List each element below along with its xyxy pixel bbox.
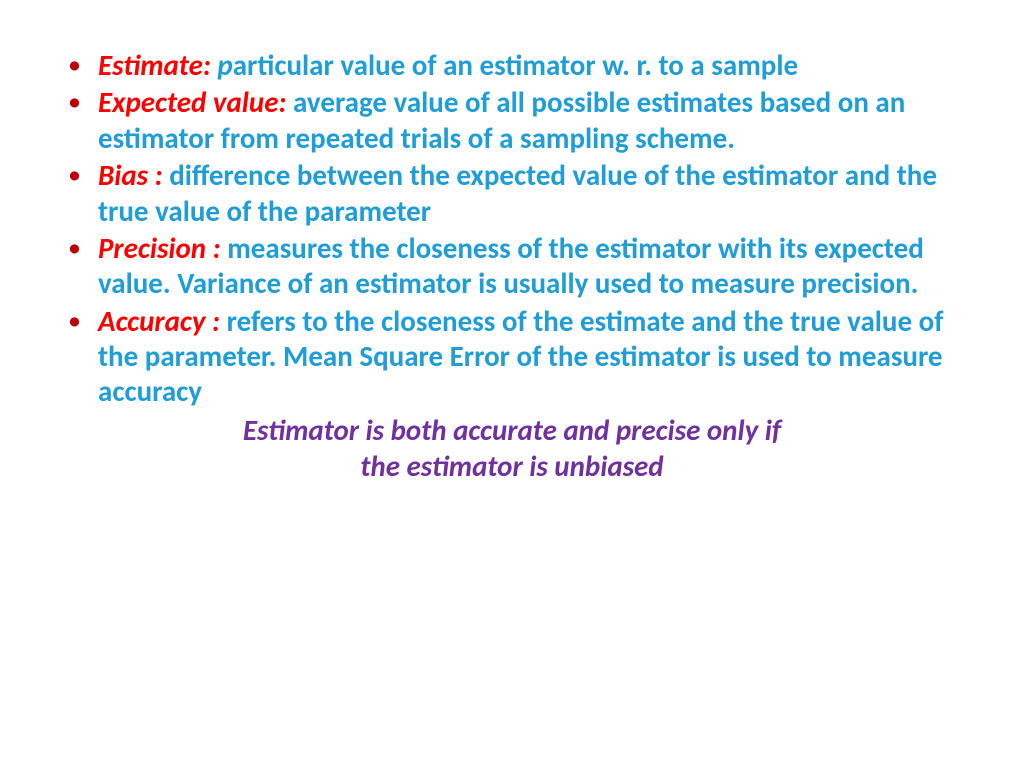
term-desc: articular value of an estimator w. r. to… — [233, 47, 798, 83]
list-item: Expected value: average value of all pos… — [60, 85, 964, 156]
term-desc: difference between the expected value of… — [98, 157, 937, 228]
list-item: Accuracy : refers to the closeness of th… — [60, 304, 964, 410]
term-label: Estimate: — [98, 47, 217, 83]
footer-line-2: the estimator is unbiased — [60, 448, 964, 484]
term-label: Accuracy : — [98, 303, 227, 339]
definition-list: Estimate: particular value of an estimat… — [60, 48, 964, 410]
list-item: Precision : measures the closeness of th… — [60, 231, 964, 302]
footer-note: Estimator is both accurate and precise o… — [60, 412, 964, 485]
term-label: Bias : — [98, 157, 169, 193]
list-item: Bias : difference between the expected v… — [60, 158, 964, 229]
footer-line-1: Estimator is both accurate and precise o… — [60, 412, 964, 448]
term-label: Expected value: — [98, 84, 293, 120]
term-label: Precision : — [98, 230, 227, 266]
term-desc-prefix: p — [217, 47, 232, 83]
list-item: Estimate: particular value of an estimat… — [60, 48, 964, 83]
